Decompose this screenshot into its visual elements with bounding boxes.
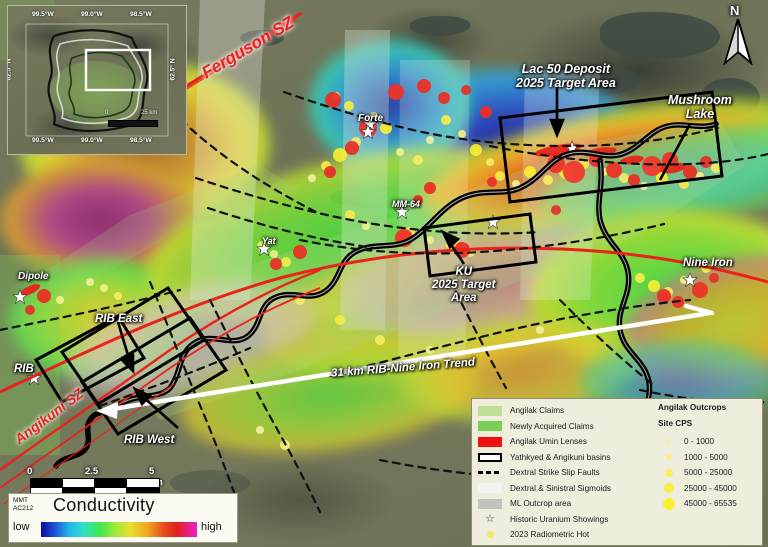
outcrop-dot bbox=[658, 483, 680, 494]
label-rib-west: RIB West bbox=[124, 434, 175, 446]
inset-scalebar bbox=[108, 120, 158, 127]
label-mm-64: MM-64 bbox=[392, 199, 421, 209]
legend-label: Angilak Claims bbox=[510, 406, 565, 416]
outcrop-class: 0 - 1000 bbox=[658, 434, 768, 450]
swatch-angilak-claims bbox=[478, 405, 502, 416]
legend-label: Newly Acquired Claims bbox=[510, 421, 594, 431]
legend-label: 2023 Radiometric Hot bbox=[510, 530, 590, 540]
inset-scale-max: 25 km bbox=[141, 110, 158, 116]
rib-nine-iron-trend-arrow bbox=[96, 303, 715, 419]
conductivity-title: Conductivity bbox=[53, 495, 155, 515]
inset-lon-bottom-3: 98.5°W bbox=[130, 137, 152, 144]
label-forte: Forte bbox=[358, 113, 383, 124]
legend-symbols-column: Angilak Claims Newly Acquired Claims Ang… bbox=[478, 403, 653, 547]
label-rib: RIB bbox=[14, 363, 34, 375]
outcrops-subtitle: Site CPS bbox=[658, 418, 693, 428]
outcrop-range: 5000 - 25000 bbox=[684, 468, 733, 478]
label-dipole: Dipole bbox=[18, 271, 49, 282]
inset-scale-min: 0 bbox=[105, 110, 109, 116]
central-red-fault bbox=[0, 246, 768, 394]
conductivity-gradient bbox=[41, 522, 197, 537]
legend-label: Historic Uranium Showings bbox=[510, 514, 609, 524]
outcrops-title: Angilak Outcrops bbox=[658, 403, 727, 412]
outcrop-range: 0 - 1000 bbox=[684, 437, 715, 447]
star-icon: ☆ bbox=[485, 513, 495, 526]
label-nine-iron: Nine Iron bbox=[683, 257, 733, 269]
legend-label: Yathkyed & Angikuni basins bbox=[510, 452, 611, 462]
outcrop-class: 5000 - 25000 bbox=[658, 465, 768, 481]
swatch-yathkyed-angikuni-basins bbox=[478, 452, 502, 462]
outcrop-range: 1000 - 5000 bbox=[684, 452, 728, 462]
lac-50-target-box bbox=[498, 90, 724, 204]
angikuni-sz-lines bbox=[0, 268, 321, 505]
legend-label: Angilak Umin Lenses bbox=[510, 437, 587, 447]
label-rib-east: RIB East bbox=[95, 313, 143, 325]
outcrop-range: 25000 - 45000 bbox=[684, 483, 737, 493]
label-yat: Yat bbox=[262, 236, 276, 246]
conductivity-low-label: low bbox=[13, 521, 30, 533]
inset-lon-top-3: 98.5°W bbox=[130, 11, 152, 18]
legend-item: Angilak Umin Lenses bbox=[478, 434, 653, 450]
legend-label: ML Outcrop area bbox=[510, 499, 572, 509]
legend-item: Spots > 0.1 U ppm equivalent bbox=[478, 543, 653, 547]
outcrop-dot bbox=[658, 452, 680, 462]
scale-tick-1: 2.5 bbox=[85, 466, 99, 477]
ku-target-box bbox=[422, 212, 538, 278]
outcrop-class: 25000 - 45000 bbox=[658, 481, 768, 497]
swatch-ml-outcrop-area bbox=[478, 498, 502, 509]
outcrop-class: 1000 - 5000 bbox=[658, 450, 768, 466]
legend-item: Dextral & Sinistral Sigmoids bbox=[478, 481, 653, 497]
north-label: N bbox=[730, 3, 740, 18]
label-lac-50-deposit: Lac 50 Deposit 2025 Target Area bbox=[516, 62, 616, 91]
outcrop-range: 45000 - 65535 bbox=[684, 499, 737, 509]
inset-lon-bottom-1: 99.5°W bbox=[32, 137, 54, 144]
map-legend: Angilak Claims Newly Acquired Claims Ang… bbox=[471, 398, 763, 547]
sensor-line-1: MMT bbox=[13, 497, 29, 504]
inset-lat-left: 62.5° N bbox=[7, 58, 13, 81]
conductivity-colorbar: MMT AC212 Conductivity low high bbox=[8, 493, 238, 543]
swatch-dextral-strike-slip-faults bbox=[478, 471, 502, 475]
leader-arrows bbox=[116, 86, 692, 429]
legend-label: Dextral & Sinistral Sigmoids bbox=[510, 483, 612, 493]
legend-label: Spots > 0.1 U ppm equivalent bbox=[510, 546, 618, 547]
outcrop-dot bbox=[658, 497, 680, 510]
swatch-radiometric-hot bbox=[478, 530, 502, 540]
swatch-angilak-umin-lenses bbox=[478, 436, 502, 447]
legend-item: Newly Acquired Claims bbox=[478, 419, 653, 435]
legend-item: ML Outcrop area bbox=[478, 496, 653, 512]
inset-lon-bottom-2: 99.0°W bbox=[81, 137, 103, 144]
legend-item: 2023 Radiometric Hot bbox=[478, 527, 653, 543]
legend-item: ☆ Historic Uranium Showings bbox=[478, 512, 653, 528]
label-ku-target: KU 2025 Target Area bbox=[432, 266, 496, 305]
sensor-line-2: AC212 bbox=[13, 505, 34, 513]
inset-locator-map: 99.5°W 99.0°W 98.5°W 99.5°W 99.0°W 98.5°… bbox=[7, 5, 187, 155]
outcrop-dot bbox=[658, 468, 680, 478]
legend-label: Dextral Strike Slip Faults bbox=[510, 468, 600, 478]
scale-tick-0: 0 bbox=[27, 466, 33, 477]
outcrop-class: 45000 - 65535 bbox=[658, 496, 768, 512]
outcrop-dot bbox=[658, 437, 680, 447]
north-arrow: N bbox=[720, 3, 756, 66]
label-mushroom-lake: Mushroom Lake bbox=[668, 93, 732, 122]
legend-item: Angilak Claims bbox=[478, 403, 653, 419]
target-boxes bbox=[33, 90, 724, 437]
legend-item: Yathkyed & Angikuni basins bbox=[478, 450, 653, 466]
scale-bar: 0 2.5 5 km bbox=[27, 466, 172, 498]
conductivity-sensor: MMT AC212 bbox=[13, 497, 33, 513]
rib-west-box bbox=[79, 315, 229, 437]
conductivity-high-label: high bbox=[201, 521, 222, 533]
swatch-dextral-sinistral-sigmoids bbox=[478, 483, 502, 494]
rib-east-box bbox=[59, 285, 207, 407]
legend-item: Dextral Strike Slip Faults bbox=[478, 465, 653, 481]
inset-lon-top-1: 99.5°W bbox=[32, 11, 54, 18]
swatch-newly-acquired-claims bbox=[478, 421, 502, 432]
inset-lon-top-2: 99.0°W bbox=[81, 11, 103, 18]
rib-box bbox=[33, 314, 147, 404]
legend-outcrops-column: Angilak Outcrops Site CPS 0 - 1000 1000 … bbox=[658, 403, 768, 512]
inset-lat-right: 62.5° N bbox=[169, 58, 177, 81]
